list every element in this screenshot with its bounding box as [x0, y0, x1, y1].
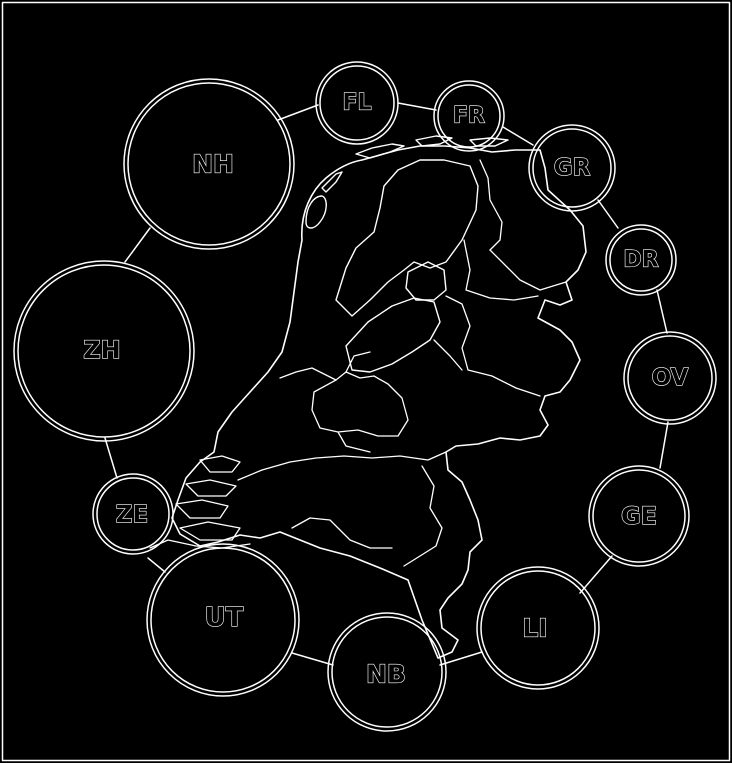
bubble-ov[interactable]: OV: [623, 331, 717, 425]
border-dr-ov: [445, 295, 541, 397]
delta-island-2: [185, 479, 237, 497]
border-nh-zh: [279, 367, 337, 381]
border-nb-li: [403, 465, 443, 567]
border-fr-gr: [479, 159, 503, 251]
border-nb-south: [291, 517, 393, 549]
wadden-island-1: [305, 195, 327, 229]
bubble-gr[interactable]: GR: [528, 124, 616, 212]
bubble-fl[interactable]: FL: [315, 61, 399, 145]
bubble-fr[interactable]: FR: [433, 80, 505, 152]
mainland-outline: [171, 145, 587, 659]
bubble-label-gr: GR: [554, 155, 591, 181]
bubble-nh[interactable]: NH: [123, 78, 295, 250]
bubble-label-ov: OV: [652, 365, 689, 391]
bubble-nb[interactable]: NB: [327, 612, 447, 732]
border-gr-dr: [489, 249, 567, 291]
bubble-zh[interactable]: ZH: [13, 260, 195, 442]
border-fr-dr: [463, 239, 539, 301]
border-zh-nb: [237, 451, 447, 481]
delta-island-3: [175, 499, 229, 519]
border-ut: [311, 371, 409, 437]
bubble-li[interactable]: LI: [476, 566, 600, 690]
bubble-label-ge: GE: [621, 502, 657, 530]
bubble-label-fl: FL: [342, 91, 371, 116]
delta-island-4: [179, 521, 241, 541]
wadden-island-5: [469, 137, 509, 147]
bubble-label-ut: UT: [205, 603, 244, 633]
ijsselmeer-outline: [335, 159, 479, 317]
bubble-ge[interactable]: GE: [588, 465, 690, 567]
border-ge-nb: [337, 431, 371, 453]
bubble-label-zh: ZH: [83, 336, 121, 364]
bubble-label-ze: ZE: [116, 502, 148, 528]
bubble-label-li: LI: [522, 614, 547, 643]
bubble-ze[interactable]: ZE: [92, 473, 174, 555]
wadden-island-2: [321, 171, 343, 193]
bubble-ut[interactable]: UT: [146, 543, 300, 697]
connector-ring: [104, 102, 669, 666]
delta-island-1: [199, 455, 241, 473]
flevoland-outline: [345, 297, 441, 373]
wadden-island-3: [355, 143, 405, 159]
bubble-label-dr: DR: [623, 248, 658, 273]
wadden-island-4: [415, 135, 453, 147]
country-map: [149, 135, 587, 659]
bubble-dr[interactable]: DR: [605, 224, 677, 296]
bubble-label-nh: NH: [192, 150, 234, 179]
bubble-label-fr: FR: [453, 104, 485, 129]
border-ut-ge: [345, 351, 371, 373]
border-ov-ge: [433, 339, 463, 371]
scheldt-estuary: [149, 539, 251, 549]
bubble-label-nb: NB: [366, 660, 406, 689]
noordoostpolder-outline: [405, 261, 447, 301]
